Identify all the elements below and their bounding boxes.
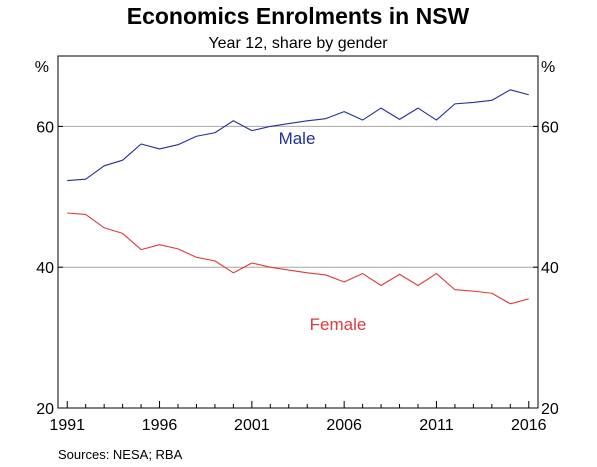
plot-border	[57, 55, 539, 409]
y-tick-label-right-40: 40	[541, 260, 559, 277]
chart-title: Economics Enrolments in NSW	[127, 3, 470, 29]
series-line-female	[67, 212, 529, 305]
y-tick-label-right-60: 60	[541, 119, 559, 136]
x-tick-label-1996: 1996	[142, 417, 178, 434]
y-axis-unit-right: %	[541, 59, 555, 76]
gridlines	[58, 125, 538, 268]
x-tick-label-2001: 2001	[234, 417, 270, 434]
y-tick-label-left-20: 20	[36, 401, 54, 418]
y-tick-label-left-60: 60	[36, 119, 54, 136]
chart-subtitle: Year 12, share by gender	[208, 35, 388, 52]
axis-ticks	[58, 125, 538, 408]
source-note: Sources: NESA; RBA	[58, 447, 183, 462]
x-tick-label-2016: 2016	[511, 417, 547, 434]
series-label-male: Male	[279, 129, 316, 148]
series-label-female: Female	[310, 315, 367, 334]
y-axis-unit-left: %	[35, 59, 49, 76]
plot-frame	[57, 55, 539, 409]
series-layer	[67, 89, 529, 305]
x-tick-label-1991: 1991	[49, 417, 85, 434]
x-tick-label-2011: 2011	[419, 417, 454, 434]
y-tick-label-right-20: 20	[541, 401, 559, 418]
y-tick-label-left-40: 40	[36, 260, 54, 277]
x-tick-label-2006: 2006	[326, 417, 362, 434]
series-line-male	[67, 89, 529, 182]
